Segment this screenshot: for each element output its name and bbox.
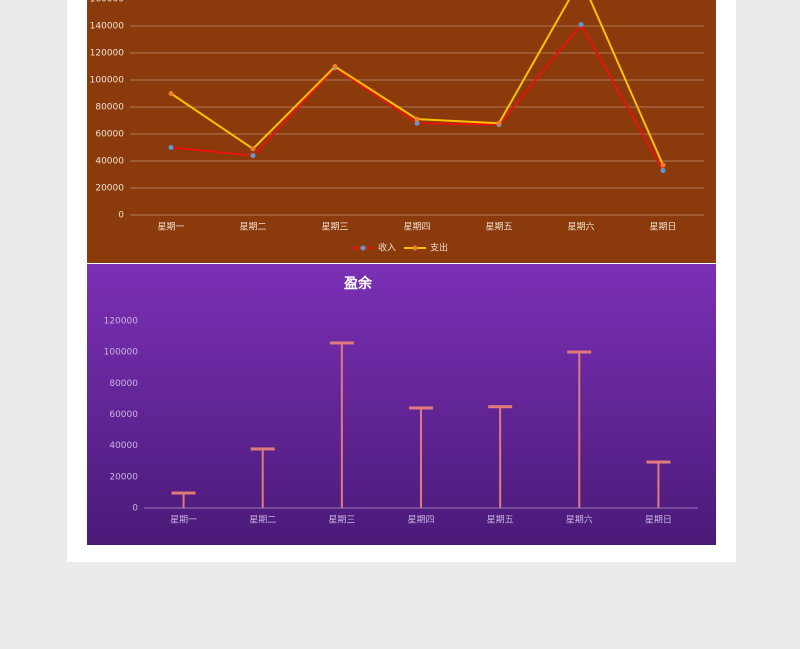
bar-cap: [646, 460, 671, 464]
marker: [168, 145, 174, 150]
marker: [660, 162, 666, 168]
y-tick-label: 160000: [90, 0, 125, 5]
legend-label: 支出: [430, 242, 448, 254]
legend-marker: [360, 245, 366, 251]
bar: [420, 407, 422, 508]
y-tick-label: 40000: [109, 441, 138, 451]
x-tick-label: 星期三: [321, 222, 348, 233]
x-tick-label: 星期五: [485, 222, 512, 233]
marker: [414, 120, 420, 126]
bar-cap: [488, 405, 513, 409]
x-tick-label: 星期二: [239, 222, 266, 233]
marker: [250, 146, 256, 152]
x-tick-label: 星期一: [170, 515, 197, 526]
legend-label: 收入: [378, 242, 396, 254]
marker: [168, 91, 174, 96]
y-tick-label: 40000: [95, 157, 124, 167]
x-tick-label: 星期四: [407, 515, 434, 526]
bar: [578, 352, 581, 508]
marker: [250, 153, 256, 159]
x-tick-label: 星期四: [403, 222, 430, 233]
bar-cap: [250, 447, 275, 451]
x-tick-label: 星期一: [157, 222, 184, 233]
x-tick-label: 星期三: [328, 515, 355, 526]
y-tick-label: 100000: [104, 348, 139, 358]
marker: [332, 64, 338, 69]
x-tick-label: 星期六: [567, 221, 594, 233]
bar-cap: [567, 350, 592, 354]
bar: [499, 406, 502, 508]
x-tick-label: 星期六: [566, 514, 593, 526]
marker: [414, 116, 420, 122]
bar-cap: [409, 406, 433, 410]
legend-marker: [412, 245, 418, 251]
y-tick-label: 60000: [95, 130, 124, 140]
marker: [496, 120, 502, 126]
y-tick-label: 80000: [95, 103, 124, 113]
bar: [657, 462, 660, 508]
bar: [182, 493, 185, 508]
y-tick-label: 20000: [95, 184, 124, 194]
bar-cap: [171, 491, 196, 495]
y-tick-label: 120000: [90, 49, 125, 59]
y-tick-label: 100000: [90, 76, 125, 86]
x-tick-label: 星期日: [649, 222, 676, 233]
y-tick-label: 80000: [109, 379, 138, 389]
marker: [660, 167, 666, 173]
bar: [340, 342, 343, 508]
y-tick-label: 20000: [109, 472, 138, 482]
bar-cap: [329, 341, 354, 345]
y-tick-label: 140000: [90, 22, 125, 32]
panel-bottom: [87, 264, 716, 545]
y-tick-label: 0: [132, 504, 138, 514]
x-tick-label: 星期二: [249, 515, 276, 526]
y-tick-label: 120000: [104, 317, 139, 327]
bar: [261, 448, 264, 508]
marker: [578, 22, 584, 28]
y-tick-label: 0: [118, 211, 124, 221]
y-tick-label: 60000: [109, 410, 138, 420]
chart-title: 盈余: [343, 275, 373, 292]
panel-top: [87, 0, 716, 263]
x-tick-label: 星期五: [487, 515, 514, 526]
x-tick-label: 星期日: [645, 515, 672, 526]
